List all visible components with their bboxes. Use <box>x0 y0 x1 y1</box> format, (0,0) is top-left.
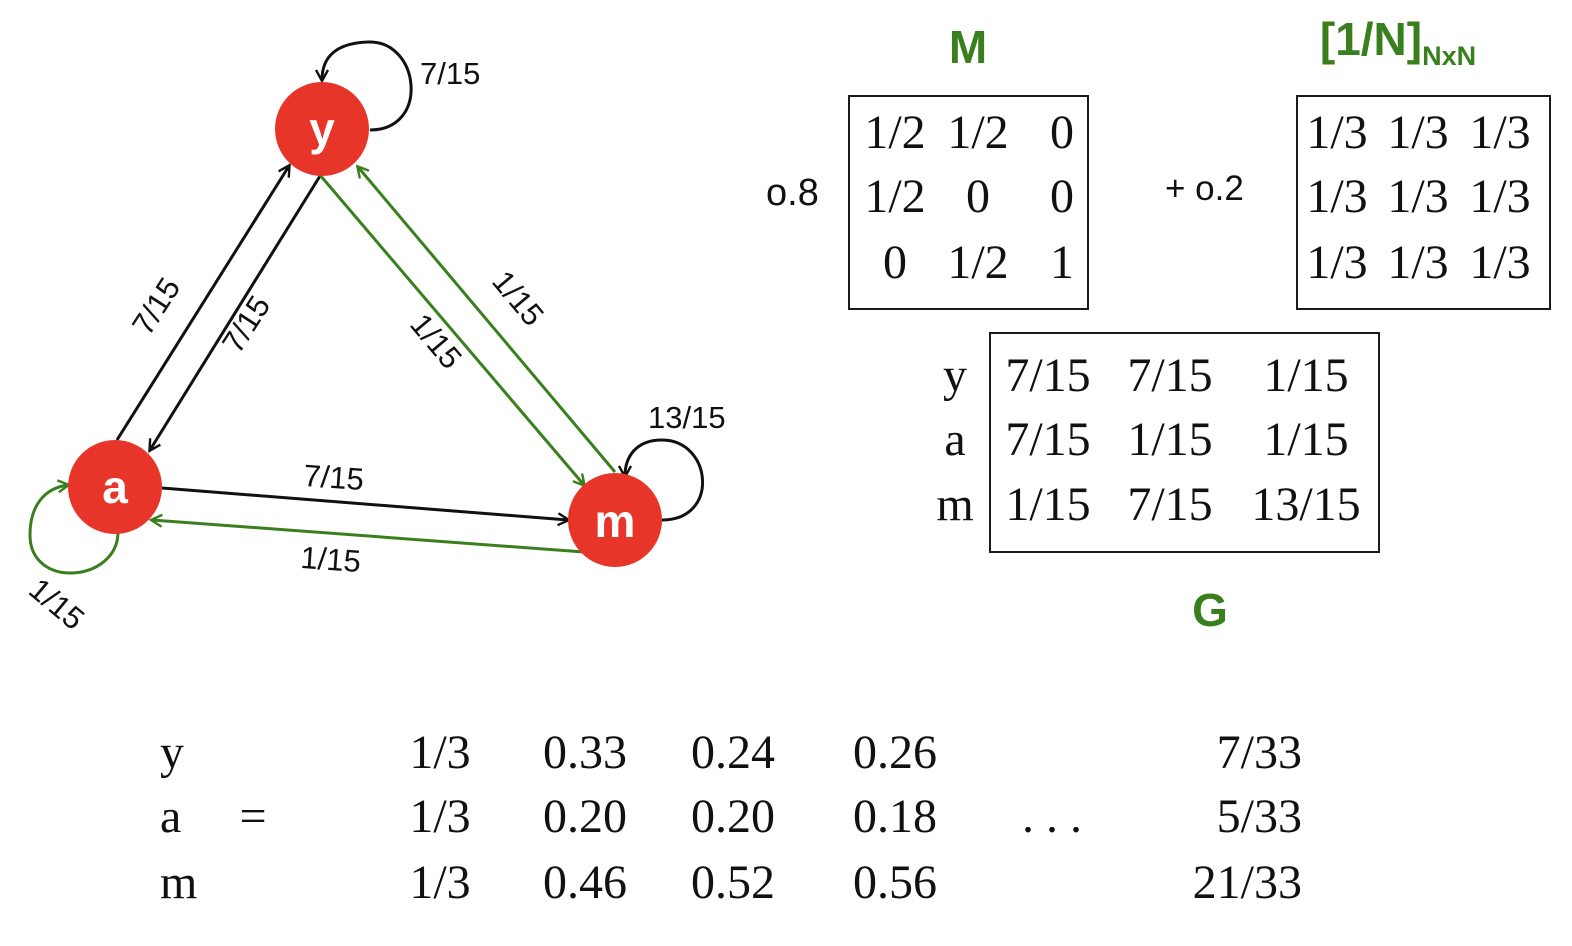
uniform-matrix-cell: 1/3 <box>1469 106 1530 159</box>
formula: M [1/N]NxN o.8 + o.2 1/2 1/2 0 1/2 0 0 0 1/2 1 1… <box>766 13 1551 636</box>
iteration-final-values: 7/33 5/33 21/33 <box>1193 726 1302 909</box>
matrix-g-cell: 13/15 <box>1251 478 1360 531</box>
iteration-final-cell: 5/33 <box>1217 790 1302 843</box>
edge-label-m-to-y: 1/15 <box>485 264 551 333</box>
matrix-m-cell: 0 <box>1050 106 1074 159</box>
iteration-cell: 0.20 <box>543 790 627 843</box>
matrix-g-cell: 1/15 <box>1263 349 1348 402</box>
iteration-table: yam = 1/3 1/3 1/3 0.33 0.20 0.46 0.24 0.20 0.52 0… <box>160 726 1302 909</box>
uniform-matrix: 1/3 1/3 1/3 1/3 1/3 1/3 1/3 1/3 1/3 <box>1306 106 1530 289</box>
iteration-final-cell: 7/33 <box>1217 726 1302 779</box>
node-y-label: y <box>309 103 335 155</box>
matrix-g-title: G <box>1192 584 1228 636</box>
edge-a-self <box>28 485 120 575</box>
edge-y-self <box>322 40 413 132</box>
uniform-title-main: [1/N] <box>1320 13 1422 65</box>
iteration-row-labels: yam <box>160 726 197 909</box>
edge-label-a-self: 1/15 <box>22 571 91 637</box>
matrix-g-cell: 7/15 <box>1005 413 1090 466</box>
matrix-g-cell: 7/15 <box>1127 478 1212 531</box>
edge-label-y-to-m: 1/15 <box>403 307 469 376</box>
node-a-circle <box>68 440 162 534</box>
uniform-matrix-box <box>1296 95 1551 310</box>
edge-y-to-a <box>150 175 322 450</box>
equals-sign: = <box>239 790 266 843</box>
matrix-g-row-labels: yam <box>936 349 973 531</box>
edge-label-m-self: 13/15 <box>648 400 726 435</box>
uniform-matrix-cell: 1/3 <box>1306 236 1367 289</box>
iteration-cell: 0.33 <box>543 726 627 779</box>
uniform-matrix-cell: 1/3 <box>1306 170 1367 223</box>
matrix-m: 1/2 1/2 0 1/2 0 0 0 1/2 1 <box>864 106 1074 289</box>
matrix-m-cell: 0 <box>883 236 907 289</box>
matrix-g-cell: 7/15 <box>1005 349 1090 402</box>
node-m-circle <box>568 473 662 567</box>
node-y: y <box>275 82 369 176</box>
iteration-row-label: m <box>160 856 197 909</box>
edge-y-to-m <box>318 174 584 485</box>
node-a-label: a <box>102 461 128 513</box>
matrix-g-cell: 1/15 <box>1263 413 1348 466</box>
matrix-m-box <box>848 95 1089 310</box>
matrix-m-cell: 1/2 <box>947 236 1008 289</box>
iteration-cell: 1/3 <box>409 790 470 843</box>
matrix-g: 7/15 7/15 1/15 7/15 1/15 1/15 1/15 7/15 13/15 <box>1005 349 1360 531</box>
node-a: a <box>68 440 162 534</box>
edge-m-to-y <box>358 167 617 473</box>
node-m: m <box>568 473 662 567</box>
node-m-label: m <box>595 495 636 547</box>
matrix-g-cell: 1/15 <box>1005 478 1090 531</box>
edge-a-to-y <box>115 166 289 441</box>
edge-label-y-to-a: 7/15 <box>215 289 277 359</box>
iteration-cell: 0.52 <box>691 856 775 909</box>
edge-label-y-self: 7/15 <box>420 56 480 91</box>
edge-m-to-a <box>152 520 585 554</box>
iteration-cell: 0.46 <box>543 856 627 909</box>
edge-m-self <box>625 438 704 522</box>
uniform-title-sub: NxN <box>1422 41 1476 71</box>
matrix-g-box <box>989 332 1380 553</box>
iteration-row-label: y <box>160 726 184 779</box>
ellipsis: . . . <box>1022 790 1082 843</box>
iteration-row-label: a <box>160 790 181 843</box>
iteration-final-cell: 21/33 <box>1193 856 1302 909</box>
matrix-m-cell: 1/2 <box>947 106 1008 159</box>
iteration-cell: 0.18 <box>853 790 937 843</box>
uniform-matrix-cell: 1/3 <box>1469 236 1530 289</box>
matrix-g-cell: 7/15 <box>1127 349 1212 402</box>
edge-label-a-to-y: 7/15 <box>125 271 187 341</box>
matrix-m-cell: 0 <box>966 170 990 223</box>
iteration-values: 1/3 1/3 1/3 0.33 0.20 0.46 0.24 0.20 0.52 0.26 0.1… <box>409 726 937 909</box>
iteration-cell: 0.24 <box>691 726 775 779</box>
uniform-matrix-cell: 1/3 <box>1469 170 1530 223</box>
matrix-m-title: M <box>949 21 987 73</box>
uniform-matrix-title: [1/N]NxN <box>1320 13 1476 71</box>
iteration-cell: 0.26 <box>853 726 937 779</box>
iteration-cell: 1/3 <box>409 856 470 909</box>
coefficient-uniform: + o.2 <box>1165 169 1244 208</box>
iteration-cell: 0.56 <box>853 856 937 909</box>
matrix-m-cell: 1 <box>1050 236 1074 289</box>
graph: 7/15 7/15 7/15 1/15 1/15 7/15 1/15 13/15… <box>22 40 726 637</box>
matrix-m-cell: 0 <box>1050 170 1074 223</box>
matrix-g-row-label: y <box>943 349 967 402</box>
edge-label-m-to-a: 1/15 <box>299 540 362 579</box>
uniform-matrix-cell: 1/3 <box>1387 106 1448 159</box>
iteration-cell: 0.20 <box>691 790 775 843</box>
edge-label-a-to-m: 7/15 <box>302 458 365 497</box>
matrix-m-cell: 1/2 <box>864 170 925 223</box>
matrix-g-row-label: m <box>936 478 973 531</box>
edge-a-to-m <box>161 486 568 520</box>
matrix-g-cell: 1/15 <box>1127 413 1212 466</box>
iteration-cell: 1/3 <box>409 726 470 779</box>
uniform-matrix-cell: 1/3 <box>1387 236 1448 289</box>
uniform-matrix-cell: 1/3 <box>1306 106 1367 159</box>
matrix-m-cell: 1/2 <box>864 106 925 159</box>
node-y-circle <box>275 82 369 176</box>
uniform-matrix-cell: 1/3 <box>1387 170 1448 223</box>
coefficient-m: o.8 <box>766 172 819 214</box>
matrix-g-row-label: a <box>944 413 965 466</box>
